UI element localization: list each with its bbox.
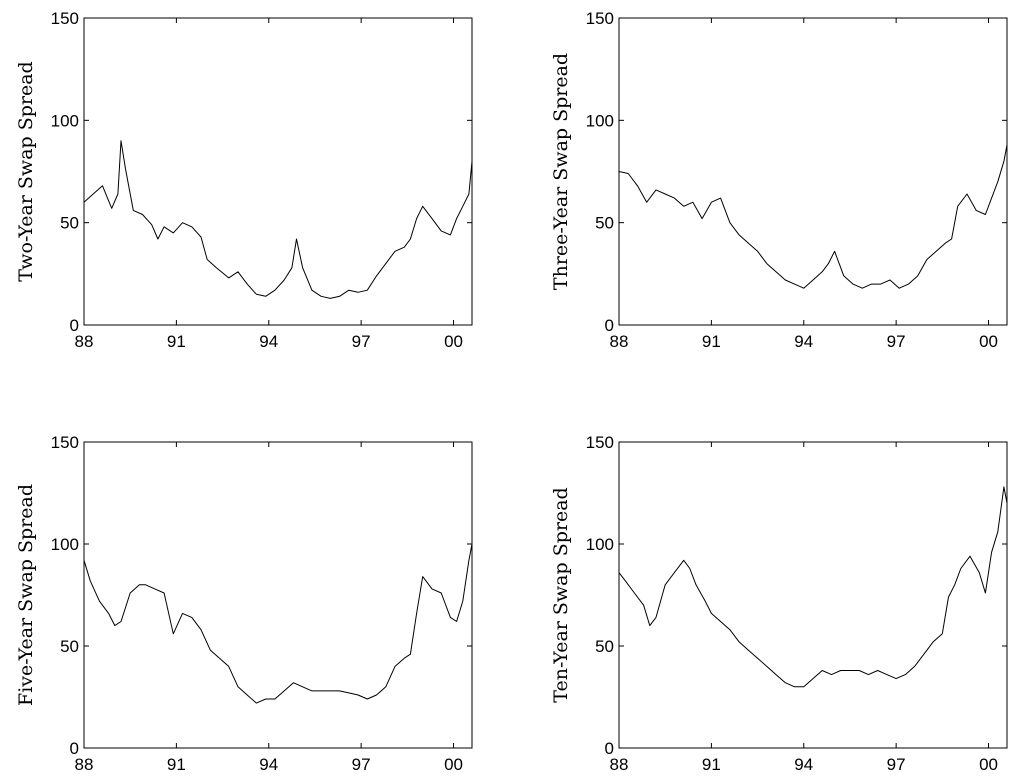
panel-three-year: 0 50 100 150 88 91 94 97 00 Three-Year Swap Sprea… [550, 9, 1008, 351]
x-tick-label: 91 [702, 332, 721, 351]
x-tick-label: 97 [352, 755, 371, 774]
y-tick-label: 150 [51, 433, 79, 452]
x-tick-label: 00 [444, 755, 463, 774]
y-tick-label: 150 [51, 9, 79, 28]
y-tick-label: 150 [586, 9, 614, 28]
y-tick-label: 0 [70, 739, 79, 758]
x-tick-label: 00 [979, 755, 998, 774]
y-tick-label: 50 [595, 637, 614, 656]
x-tick-label: 97 [887, 755, 906, 774]
y-tick-label: 150 [586, 433, 614, 452]
y-tick-label: 100 [586, 111, 614, 130]
x-tick-label: 88 [610, 755, 629, 774]
plot-frame [83, 17, 473, 326]
x-tick-label: 88 [610, 332, 629, 351]
y-axis-label: Three-Year Swap Spread [550, 53, 572, 290]
x-tick-label: 88 [75, 332, 94, 351]
x-tick-label: 94 [794, 755, 813, 774]
x-tick-label: 88 [75, 755, 94, 774]
y-tick-label: 50 [595, 214, 614, 233]
y-tick-label: 0 [605, 316, 614, 335]
y-tick-label: 50 [60, 637, 79, 656]
series-line [618, 486, 1008, 688]
y-tick-label: 0 [70, 316, 79, 335]
x-tick-label: 91 [167, 755, 186, 774]
y-axis-label: Two-Year Swap Spread [15, 61, 37, 281]
y-tick-label: 100 [51, 111, 79, 130]
panel-ten-year: 0 50 100 150 88 91 94 97 00 Ten-Year Swap Spread [550, 433, 1008, 774]
x-tick-label: 94 [259, 755, 278, 774]
y-axis-label: Ten-Year Swap Spread [550, 487, 572, 702]
x-tick-label: 94 [259, 332, 278, 351]
y-tick-label: 100 [51, 535, 79, 554]
x-tick-label: 97 [352, 332, 371, 351]
y-axis-label: Five-Year Swap Spread [15, 484, 37, 706]
series-line [83, 140, 473, 299]
plot-frame [618, 441, 1008, 749]
x-tick-label: 00 [444, 332, 463, 351]
x-tick-label: 91 [167, 332, 186, 351]
y-tick-label: 50 [60, 214, 79, 233]
x-tick-label: 91 [702, 755, 721, 774]
plot-frame [83, 441, 473, 749]
series-line [83, 543, 473, 704]
y-tick-label: 0 [605, 739, 614, 758]
x-tick-label: 94 [794, 332, 813, 351]
plot-frame [618, 17, 1008, 326]
y-tick-label: 100 [586, 535, 614, 554]
series-line [618, 144, 1008, 289]
x-tick-label: 97 [887, 332, 906, 351]
panel-two-year: 0 50 100 150 88 91 94 97 00 Two-Year Swap Spread [15, 9, 473, 351]
x-tick-label: 00 [979, 332, 998, 351]
panel-five-year: 0 50 100 150 88 91 94 97 00 Five-Year Swap Spread [15, 433, 473, 774]
